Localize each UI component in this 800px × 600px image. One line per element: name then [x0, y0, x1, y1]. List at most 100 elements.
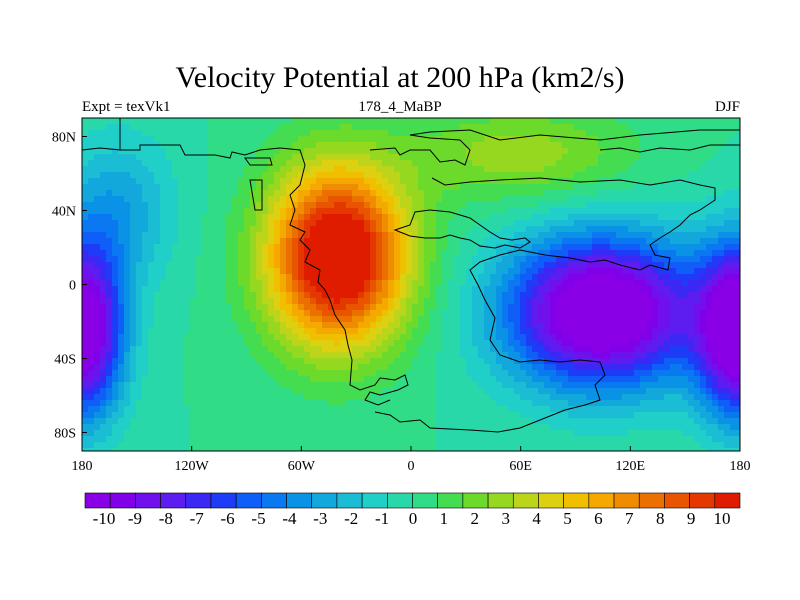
field-cell: [136, 250, 143, 257]
field-cell: [442, 406, 449, 413]
field-cell: [352, 358, 359, 365]
field-cell: [202, 412, 209, 419]
field-cell: [184, 388, 191, 395]
field-cell: [532, 448, 539, 451]
field-cell: [214, 382, 221, 389]
field-cell: [322, 424, 329, 431]
field-cell: [484, 118, 491, 125]
field-cell: [322, 232, 329, 239]
field-cell: [142, 190, 149, 197]
field-cell: [94, 394, 101, 401]
field-cell: [472, 166, 479, 173]
field-cell: [238, 184, 245, 191]
field-cell: [250, 442, 257, 449]
field-cell: [346, 292, 353, 299]
field-cell: [598, 148, 605, 155]
field-cell: [544, 304, 551, 311]
field-cell: [124, 172, 131, 179]
field-cell: [88, 190, 95, 197]
field-cell: [394, 268, 401, 275]
field-cell: [94, 316, 101, 323]
field-cell: [172, 256, 179, 263]
field-cell: [388, 136, 395, 143]
field-cell: [424, 304, 431, 311]
field-cell: [580, 202, 587, 209]
field-cell: [124, 388, 131, 395]
field-cell: [178, 418, 185, 425]
field-cell: [424, 394, 431, 401]
field-cell: [478, 214, 485, 221]
field-cell: [502, 148, 509, 155]
field-cell: [166, 328, 173, 335]
field-cell: [568, 202, 575, 209]
field-cell: [346, 406, 353, 413]
field-cell: [250, 148, 257, 155]
field-cell: [208, 424, 215, 431]
field-cell: [214, 394, 221, 401]
field-cell: [544, 124, 551, 131]
field-cell: [88, 166, 95, 173]
field-cell: [490, 172, 497, 179]
field-cell: [514, 118, 521, 125]
field-cell: [202, 394, 209, 401]
field-cell: [94, 136, 101, 143]
field-cell: [460, 166, 467, 173]
field-cell: [130, 256, 137, 263]
field-cell: [568, 280, 575, 287]
field-cell: [520, 370, 527, 377]
field-cell: [370, 430, 377, 437]
field-cell: [562, 424, 569, 431]
field-cell: [274, 316, 281, 323]
field-cell: [532, 184, 539, 191]
field-cell: [346, 232, 353, 239]
field-cell: [424, 340, 431, 347]
field-cell: [484, 292, 491, 299]
field-cell: [574, 394, 581, 401]
field-cell: [610, 394, 617, 401]
field-cell: [322, 196, 329, 203]
field-cell: [190, 370, 197, 377]
field-cell: [196, 172, 203, 179]
field-cell: [574, 436, 581, 443]
field-cell: [292, 286, 299, 293]
field-cell: [568, 154, 575, 161]
field-cell: [496, 436, 503, 443]
field-cell: [508, 256, 515, 263]
field-cell: [568, 124, 575, 131]
field-cell: [436, 292, 443, 299]
field-cell: [250, 346, 257, 353]
field-cell: [328, 130, 335, 137]
field-cell: [142, 154, 149, 161]
field-cell: [166, 298, 173, 305]
field-cell: [574, 322, 581, 329]
field-cell: [244, 304, 251, 311]
field-cell: [202, 226, 209, 233]
field-cell: [136, 388, 143, 395]
field-cell: [424, 418, 431, 425]
field-cell: [508, 250, 515, 257]
field-cell: [472, 442, 479, 449]
field-cell: [376, 436, 383, 443]
field-cell: [274, 130, 281, 137]
field-cell: [454, 412, 461, 419]
field-cell: [424, 280, 431, 287]
field-cell: [286, 424, 293, 431]
field-cell: [136, 226, 143, 233]
field-cell: [448, 412, 455, 419]
field-cell: [298, 196, 305, 203]
field-cell: [424, 148, 431, 155]
field-cell: [394, 136, 401, 143]
field-cell: [172, 280, 179, 287]
field-cell: [370, 268, 377, 275]
field-cell: [568, 148, 575, 155]
field-cell: [496, 256, 503, 263]
field-cell: [292, 196, 299, 203]
field-cell: [100, 436, 107, 443]
field-cell: [214, 262, 221, 269]
field-cell: [580, 316, 587, 323]
field-cell: [202, 430, 209, 437]
field-cell: [502, 130, 509, 137]
field-cell: [496, 226, 503, 233]
field-cell: [382, 304, 389, 311]
field-cell: [232, 166, 239, 173]
